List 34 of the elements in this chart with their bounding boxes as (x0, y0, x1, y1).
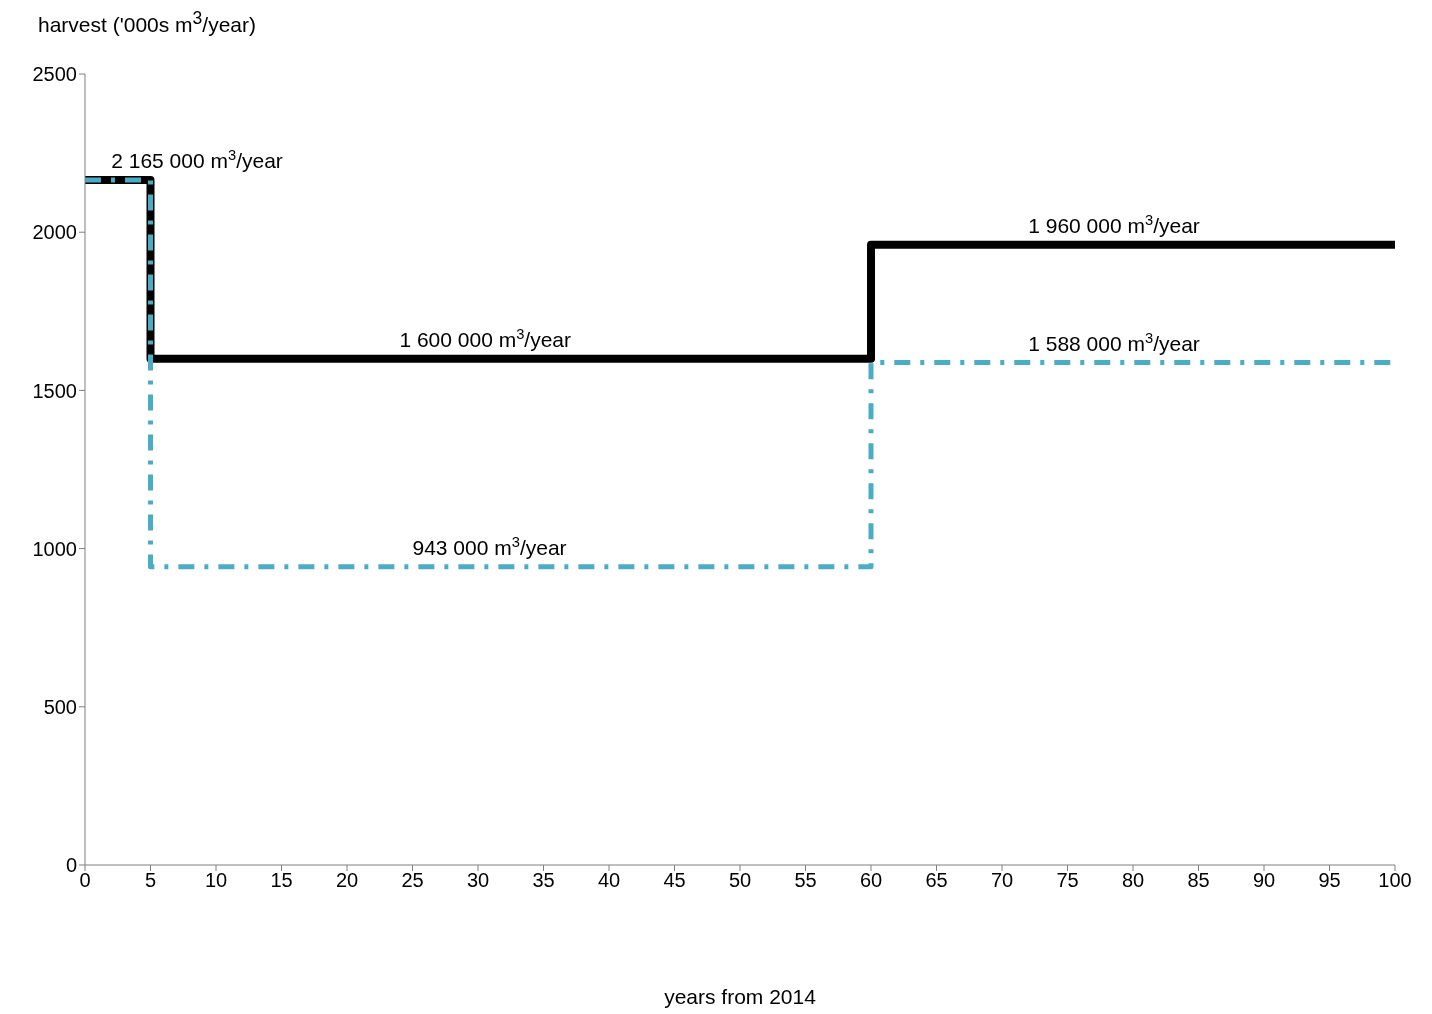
y-tick-label: 500 (43, 695, 77, 718)
y-tick-label: 1500 (32, 379, 77, 402)
x-tick-label: 70 (990, 869, 1014, 892)
x-tick-label: 95 (1318, 869, 1341, 892)
y-tick-label: 0 (65, 854, 77, 877)
x-tick-label: 50 (728, 869, 752, 892)
x-tick-label: 35 (532, 869, 555, 892)
y-tick-label: 2000 (32, 221, 77, 244)
annotation: 1 600 000 m$^{3}$/year (399, 325, 572, 351)
x-tick-label: 20 (335, 869, 359, 892)
x-tick-label: 55 (794, 869, 817, 892)
x-tick-label: 25 (401, 869, 424, 892)
x-tick-label: 15 (270, 869, 293, 892)
x-tick-label: 45 (663, 869, 686, 892)
x-tick-label: 75 (1056, 869, 1079, 892)
x-tick-label: 10 (204, 869, 228, 892)
x-tick-label: 40 (597, 869, 621, 892)
x-axis-title: years from 2014 (664, 985, 817, 1008)
x-tick-label: 5 (144, 869, 157, 892)
x-tick-label: 90 (1252, 869, 1276, 892)
y-axis-title: harvest ('000s m$^{3}$/year) (38, 8, 256, 37)
x-tick-label: 0 (79, 869, 91, 892)
y-tick-label: 1000 (32, 537, 77, 560)
x-tick-label: 100 (1378, 869, 1412, 892)
x-tick-label: 65 (925, 869, 948, 892)
x-tick-label: 80 (1121, 869, 1145, 892)
annotation: 2 165 000 m$^{3}$/year (111, 146, 283, 172)
y-tick-label: 2500 (32, 63, 77, 86)
annotation: 1 588 000 m$^{3}$/year (1028, 329, 1200, 355)
x-tick-label: 60 (859, 869, 883, 892)
annotation: 943 000 m$^{3}$/year (412, 533, 567, 559)
annotation: 1 960 000 m$^{3}$/year (1028, 211, 1200, 237)
x-tick-label: 30 (466, 869, 490, 892)
x-tick-label: 85 (1187, 869, 1210, 892)
